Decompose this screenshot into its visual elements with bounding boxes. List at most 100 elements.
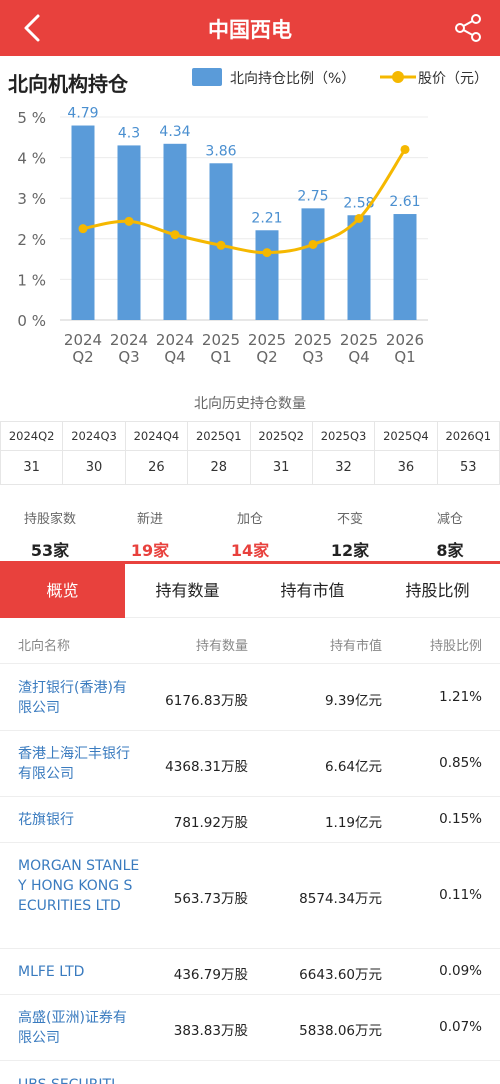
holding-quantity: 436.79万股	[173, 967, 248, 983]
y-tick-label: 1 %	[17, 271, 46, 289]
x-tick-label: Q3	[302, 348, 323, 366]
x-tick-label: Q1	[210, 348, 231, 366]
tab-market-value[interactable]: 持有市值	[280, 581, 345, 600]
stat-item: 加仓 14家	[200, 508, 300, 561]
holder-name-link[interactable]: 高盛(亚洲)证券有限公司	[18, 1010, 127, 1046]
holding-market-value: 6.64亿元	[324, 759, 382, 775]
bar-data-label: 4.34	[159, 124, 190, 140]
holding-quantity: 781.92万股	[173, 815, 248, 831]
table-row[interactable]: 高盛(亚洲)证券有限公司 383.83万股 5838.06万元 0.07%	[0, 995, 500, 1061]
price-point	[124, 216, 134, 226]
holder-name-link[interactable]: 花旗银行	[18, 812, 74, 828]
history-table: 2024Q2 2024Q3 2024Q4 2025Q1 2025Q2 2025Q3 2025…	[0, 421, 500, 485]
legend-line-label: 股价（元）	[418, 71, 488, 87]
history-count: 53	[436, 450, 500, 485]
price-point	[400, 144, 410, 154]
x-tick-label: 2025	[340, 331, 378, 349]
table-row[interactable]: 香港上海汇丰银行有限公司 4368.31万股 6.64亿元 0.85%	[0, 731, 500, 797]
history-quarter: 2026Q1	[436, 421, 500, 451]
bar-data-label: 2.75	[297, 188, 328, 204]
history-count: 32	[311, 450, 376, 485]
table-row[interactable]: MORGAN STANLEY HONG KONG SECURITIES LTD 5…	[0, 843, 500, 949]
y-tick-label: 4 %	[17, 150, 46, 168]
holder-name-link[interactable]: 渣打银行(香港)有限公司	[18, 680, 127, 716]
northbound-chart: 0 % 1 % 2 % 3 % 4 % 5 % 4.79 4.3 4.34 3.86 2.21 2.7…	[17, 106, 428, 366]
x-tick-label: Q4	[164, 348, 185, 366]
x-tick-label: 2024	[110, 331, 148, 349]
price-point	[78, 224, 88, 234]
northbound-chart-section: 北向机构持仓 北向持仓比例（%） 股价（元） 0 % 1 % 2 % 3 % 4 % 5 …	[0, 56, 500, 376]
x-tick-label: 2024	[64, 331, 102, 349]
history-quarter: 2024Q4	[124, 421, 189, 451]
history-quarter: 2025Q1	[187, 421, 251, 451]
page-title: 中国西电	[208, 18, 292, 42]
stat-label: 减仓	[436, 512, 463, 527]
legend-bar-label: 北向持仓比例（%）	[230, 71, 356, 87]
history-count: 31	[249, 450, 313, 485]
tab-quantity[interactable]: 持有数量	[155, 581, 220, 600]
x-tick-label: 2024	[156, 331, 194, 349]
x-tick-label: Q3	[118, 348, 139, 366]
table-row[interactable]: MLFE LTD 436.79万股 6643.60万元 0.09%	[0, 949, 500, 995]
holder-name-link[interactable]: 香港上海汇丰银行有限公司	[18, 746, 130, 782]
x-tick-label: Q4	[348, 348, 369, 366]
bar	[117, 145, 141, 320]
holding-quantity: 4368.31万股	[165, 759, 248, 775]
history-title: 北向历史持仓数量	[194, 396, 306, 412]
bar	[301, 208, 325, 320]
stat-value: 14家	[230, 541, 270, 560]
x-tick-label: 2025	[294, 331, 332, 349]
stat-item: 持股家数 53家	[0, 508, 100, 561]
y-tick-label: 2 %	[17, 231, 46, 249]
chevron-left-icon[interactable]	[14, 10, 54, 46]
tab-bar: 概览 持有数量 持有市值 持股比例	[0, 564, 500, 618]
y-tick-label: 0 %	[17, 312, 46, 330]
history-quarter: 2025Q3	[311, 421, 376, 451]
table-row[interactable]: 花旗银行 781.92万股 1.19亿元 0.15%	[0, 797, 500, 843]
history-count: 31	[0, 450, 64, 485]
holder-name-link[interactable]: MORGAN STANLEY HONG KONG SECURITIES LTD	[18, 858, 140, 914]
price-point	[216, 240, 226, 250]
holdings-table-header: 北向名称 持有数量 持有市值 持股比例	[0, 620, 500, 664]
top-bar: 中国西电	[0, 0, 500, 56]
stat-item: 新进 19家	[100, 508, 200, 561]
stat-item: 减仓 8家	[400, 508, 500, 561]
holding-ratio: 0.09%	[439, 963, 482, 979]
price-point	[354, 214, 364, 223]
table-row[interactable]: UBS SECURITI	[0, 1061, 500, 1084]
tab-overview[interactable]: 概览	[0, 564, 125, 618]
holding-ratio: 0.11%	[439, 887, 482, 903]
tab-ratio[interactable]: 持股比例	[405, 581, 470, 600]
stat-value: 19家	[130, 541, 170, 560]
header-name: 北向名称	[18, 639, 71, 654]
stat-label: 新进	[136, 512, 163, 527]
share-icon[interactable]	[448, 10, 488, 46]
holding-market-value: 1.19亿元	[324, 815, 382, 831]
stat-label: 不变	[336, 512, 363, 527]
history-quarter: 2024Q3	[62, 421, 126, 451]
bar	[393, 214, 417, 320]
x-tick-label: Q2	[256, 348, 277, 366]
legend-bar-swatch	[192, 68, 222, 86]
x-tick-label: Q1	[394, 348, 415, 366]
price-point	[308, 239, 318, 249]
holder-name-link[interactable]: UBS SECURITI	[18, 1075, 140, 1084]
holder-name-link[interactable]: MLFE LTD	[18, 964, 85, 980]
holding-market-value: 8574.34万元	[299, 891, 382, 907]
stat-item: 不变 12家	[300, 508, 400, 561]
stat-label: 持股家数	[23, 512, 76, 527]
table-row[interactable]: 渣打银行(香港)有限公司 6176.83万股 9.39亿元 1.21%	[0, 665, 500, 731]
bar-data-label: 2.21	[251, 210, 282, 226]
holder-stats: 持股家数 53家 新进 19家 加仓 14家 不变 12家 减仓 8家	[0, 508, 500, 560]
price-point	[170, 230, 180, 240]
stat-value: 8家	[436, 541, 464, 560]
holding-market-value: 9.39亿元	[324, 693, 382, 709]
y-tick-label: 3 %	[17, 190, 46, 208]
bar-data-label: 2.61	[389, 194, 420, 210]
bar	[347, 215, 371, 320]
holding-quantity: 563.73万股	[173, 891, 248, 907]
stat-value: 12家	[330, 541, 370, 560]
history-count: 30	[62, 450, 126, 485]
bar-data-label: 4.3	[118, 125, 140, 141]
history-quarter: 2024Q2	[0, 421, 64, 451]
